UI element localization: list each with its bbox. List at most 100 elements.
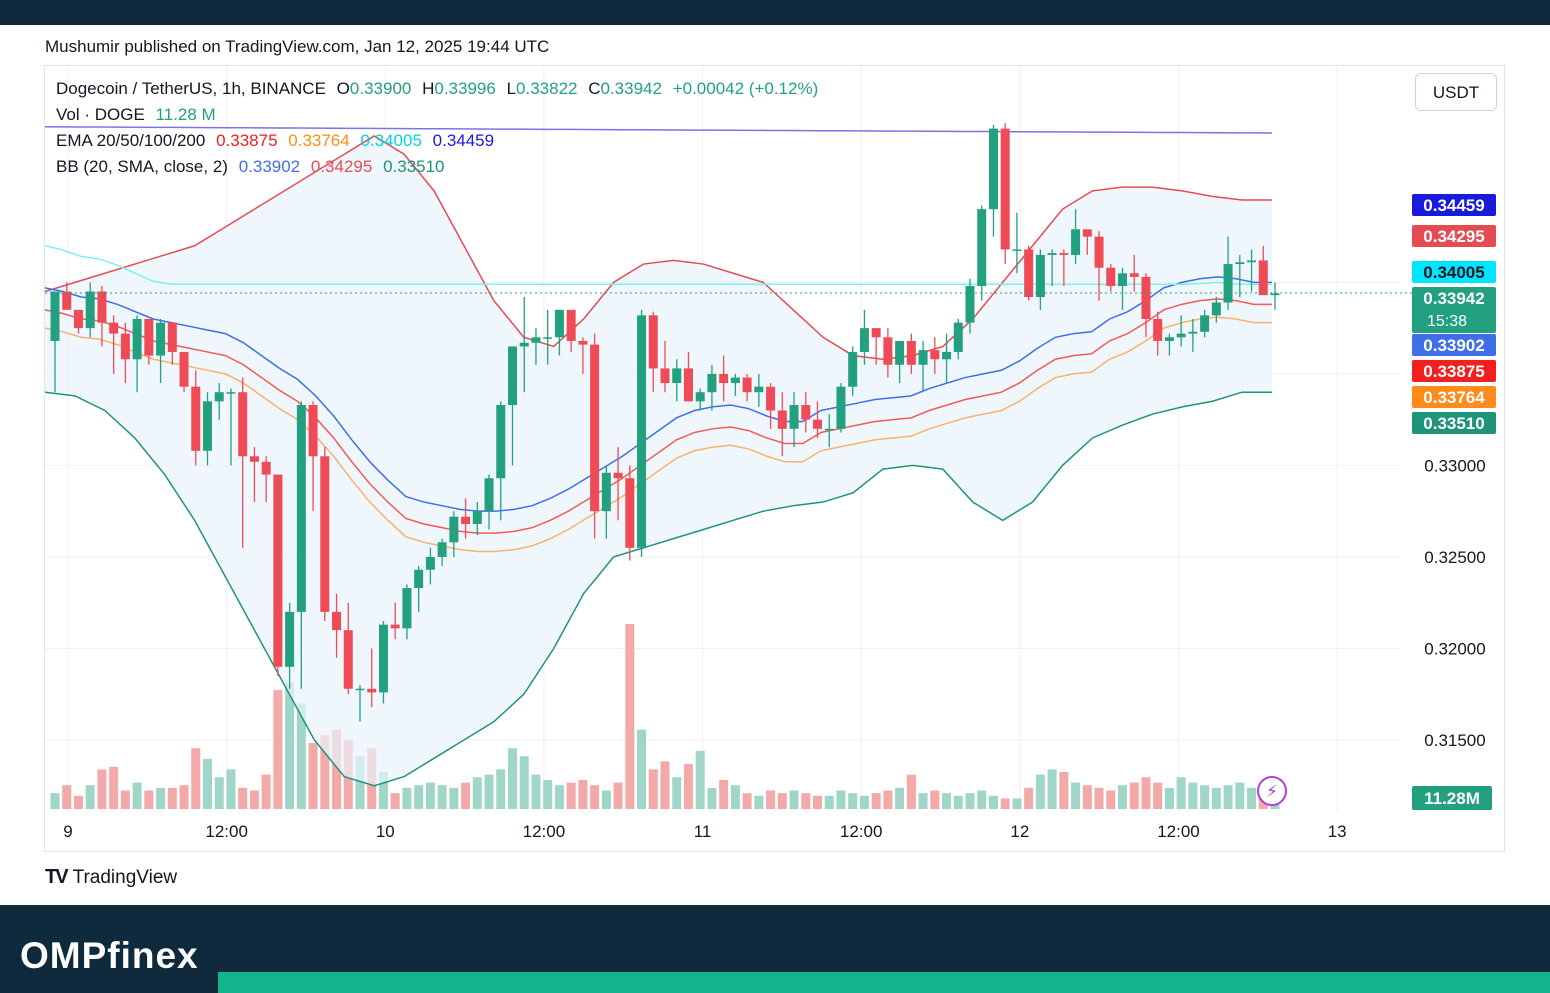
volume-bar — [613, 782, 623, 809]
legend-c-label: C — [588, 79, 601, 98]
candle-body — [97, 291, 107, 323]
candle-body — [824, 428, 834, 431]
candle-body — [719, 373, 729, 384]
candle-body — [953, 322, 963, 352]
volume-bar — [179, 785, 189, 809]
candle-body — [648, 315, 658, 369]
candle-body — [1258, 260, 1268, 296]
volume-bar — [1141, 777, 1151, 809]
candle-body — [766, 386, 776, 411]
volume-bar — [1035, 774, 1045, 809]
price-tag-text: 0.33902 — [1423, 336, 1484, 355]
volume-bar — [461, 782, 471, 809]
volume-bar — [660, 761, 670, 809]
candle-body — [73, 309, 83, 329]
candle-body — [191, 386, 201, 451]
legend-symbol[interactable]: Dogecoin / TetherUS, 1h, BINANCE — [56, 79, 326, 98]
legend-bb-label[interactable]: BB (20, SMA, close, 2) — [56, 157, 228, 176]
volume-bar — [285, 682, 295, 809]
volume-bar — [1188, 782, 1198, 809]
candle-body — [1094, 236, 1104, 268]
volume-bar — [425, 782, 435, 809]
candle-body — [895, 340, 905, 365]
volume-bar — [777, 793, 787, 809]
candle-body — [167, 322, 177, 352]
candle-body — [179, 351, 189, 387]
volume-bar — [895, 787, 905, 809]
candle-body — [848, 351, 858, 387]
volume-bar — [531, 774, 541, 809]
ema-lines — [44, 126, 1273, 553]
y-tick-label: 0.32500 — [1424, 548, 1485, 567]
legend-symbol-row: Dogecoin / TetherUS, 1h, BINANCE O0.3390… — [56, 79, 824, 99]
volume-bar — [1059, 772, 1069, 809]
candle-body — [777, 410, 787, 429]
volume-bar — [754, 795, 764, 809]
candle-body — [519, 342, 529, 347]
volume-bar — [672, 777, 682, 809]
candle-body — [695, 392, 705, 402]
volume-bar — [437, 785, 447, 809]
candle-body — [203, 401, 212, 451]
volume-bar — [50, 793, 60, 809]
candle-body — [437, 542, 447, 557]
volume-bar — [472, 777, 482, 809]
volume-bar — [930, 790, 940, 809]
candle-body — [1200, 315, 1210, 332]
legend-vol-label[interactable]: Vol · DOGE — [56, 105, 145, 124]
legend-bb-lower: 0.33510 — [383, 157, 445, 176]
candle-body — [461, 516, 471, 524]
candle-body — [1000, 128, 1010, 250]
candle-body — [449, 516, 459, 543]
volume-bar — [730, 785, 740, 809]
candle-body — [261, 461, 271, 475]
candle-body — [226, 392, 236, 394]
candle-body — [355, 688, 365, 691]
volume-bar — [508, 748, 517, 809]
price-tag — [1412, 194, 1496, 216]
bollinger-bands — [44, 135, 1272, 787]
footer-bar: OMPfinex — [0, 905, 1550, 993]
volume-bar — [1024, 787, 1034, 809]
price-tag — [1412, 261, 1496, 283]
volume-bar — [719, 779, 729, 809]
published-note: Mushumir published on TradingView.com, J… — [45, 37, 550, 56]
legend-ema-label[interactable]: EMA 20/50/100/200 — [56, 131, 206, 150]
candle-body — [1071, 229, 1081, 255]
price-tag-text: 0.34005 — [1423, 263, 1484, 282]
currency-button[interactable]: USDT — [1415, 73, 1497, 111]
brand-logo[interactable]: OMPfinex — [20, 935, 199, 976]
volume-bar — [226, 769, 236, 809]
legend-open: 0.33900 — [349, 79, 412, 98]
candle-body — [50, 291, 60, 341]
candle-body — [660, 368, 670, 384]
candle-body — [707, 373, 717, 393]
volume-bar — [1247, 787, 1257, 809]
candle-body — [132, 318, 142, 360]
volume-bar — [85, 785, 95, 809]
candle-body — [1176, 333, 1186, 338]
volume-bar — [519, 756, 529, 809]
top-bar — [0, 0, 1550, 25]
volume-bar — [813, 795, 822, 809]
candle-body — [62, 291, 72, 310]
volume-bar — [824, 795, 834, 809]
volume-bar — [625, 624, 635, 809]
candle-body — [930, 350, 940, 360]
volume-bar — [132, 782, 142, 809]
volume-bar — [191, 748, 201, 809]
candle-body — [378, 624, 388, 693]
volume-bar — [590, 785, 600, 809]
volume-bar — [543, 779, 553, 809]
candle-body — [836, 386, 846, 429]
candle-body — [988, 128, 998, 210]
chart-frame[interactable] — [44, 65, 1505, 852]
volume-bar — [238, 787, 248, 809]
volume-bar — [1000, 798, 1010, 809]
tradingview-logo[interactable]: TV TradingView — [45, 866, 177, 889]
volume-bar — [1106, 790, 1116, 809]
legend-ema200: 0.34459 — [432, 131, 495, 150]
candle-body — [249, 456, 259, 462]
candle-body — [109, 322, 119, 334]
